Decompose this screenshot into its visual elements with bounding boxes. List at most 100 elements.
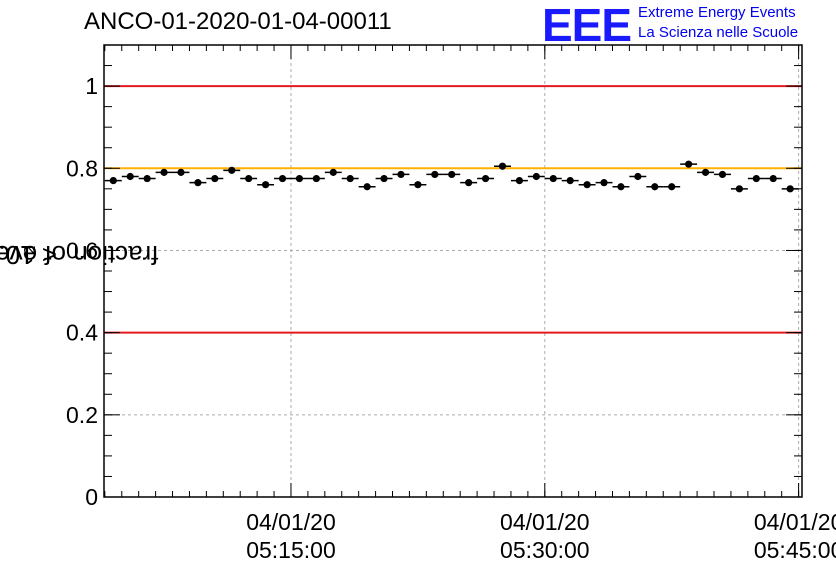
marker	[651, 183, 659, 191]
marker	[380, 174, 388, 183]
data-point	[104, 177, 122, 185]
data-point	[578, 181, 596, 189]
marker	[701, 168, 710, 176]
data-point	[358, 183, 376, 191]
marker	[752, 174, 760, 183]
data-point	[646, 183, 664, 191]
marker	[194, 179, 202, 187]
y-tick-label: 0.2	[66, 402, 98, 428]
data-point	[747, 174, 765, 183]
marker	[735, 185, 743, 193]
marker	[549, 174, 557, 183]
data-point	[409, 181, 427, 189]
data-point	[510, 177, 528, 185]
marker	[228, 166, 236, 174]
marker	[566, 177, 574, 185]
data-point	[274, 174, 291, 183]
marker	[481, 174, 490, 183]
data-point	[561, 177, 579, 185]
marker	[634, 172, 642, 181]
data-point	[290, 174, 308, 183]
y-tick-label: 1	[85, 73, 98, 99]
data-point	[494, 162, 511, 170]
marker	[397, 170, 405, 179]
chart-title: ANCO-01-2020-01-04-00011	[84, 8, 392, 35]
logo-line-1: Extreme Energy Events	[638, 4, 796, 21]
data-point	[138, 174, 156, 183]
marker	[769, 174, 777, 183]
marker	[211, 174, 219, 183]
marker	[431, 170, 439, 179]
marker	[160, 168, 168, 176]
data-point	[426, 170, 444, 179]
marker	[668, 183, 676, 191]
data-point	[714, 170, 731, 179]
marker	[617, 183, 625, 191]
marker	[414, 181, 422, 189]
data-point	[663, 183, 681, 191]
marker	[109, 177, 117, 185]
marker	[346, 174, 354, 183]
x-tick-label-date: 04/01/20	[754, 509, 836, 535]
y-tick-label: 0.6	[66, 237, 98, 263]
data-point	[680, 160, 698, 168]
data-point	[324, 168, 342, 176]
marker	[177, 168, 185, 176]
marker	[278, 174, 287, 183]
x-tick-label-time: 05:45:00	[754, 537, 836, 563]
data-point	[629, 172, 647, 181]
y-tick-label: 0.8	[66, 155, 98, 181]
marker	[600, 179, 608, 187]
marker	[295, 174, 304, 183]
marker	[329, 168, 337, 176]
marker	[126, 172, 134, 181]
marker	[245, 174, 253, 183]
marker	[465, 179, 473, 187]
data-point	[206, 174, 224, 183]
logo-line-2: La Scienza nelle Scuole	[638, 24, 799, 41]
data-point	[307, 174, 325, 183]
marker	[786, 185, 794, 193]
data-point	[443, 170, 461, 179]
data-point	[764, 174, 782, 183]
marker	[261, 181, 270, 189]
x-tick-label-time: 05:15:00	[246, 537, 336, 563]
data-point	[375, 174, 393, 183]
data-point	[730, 185, 748, 193]
marker	[448, 170, 456, 179]
marker	[363, 183, 371, 191]
marker	[498, 162, 507, 170]
data-point	[257, 181, 275, 189]
marker	[143, 174, 151, 183]
x-tick-label-date: 04/01/20	[500, 509, 590, 535]
data-point	[477, 174, 495, 183]
y-axis-label-suffix: < 10.0	[0, 239, 58, 270]
x-tick-label-time: 05:30:00	[500, 537, 590, 563]
marker	[532, 172, 540, 181]
data-point	[697, 168, 715, 176]
data-point	[595, 179, 613, 187]
data-point	[612, 183, 630, 191]
y-tick-label: 0.4	[66, 320, 98, 346]
data-point	[544, 174, 562, 183]
data-point	[392, 170, 410, 179]
data-point	[781, 185, 799, 193]
marker	[515, 177, 524, 185]
plot-frame	[103, 44, 803, 498]
marker	[312, 174, 320, 183]
data-point	[460, 179, 478, 187]
marker	[583, 181, 591, 189]
logo-letters: EEE	[542, 0, 632, 51]
data-point	[121, 172, 139, 181]
y-tick-label: 0	[85, 484, 98, 510]
data-point	[155, 168, 173, 176]
data-point	[240, 174, 258, 183]
data-point	[527, 172, 545, 181]
x-tick-label-date: 04/01/20	[246, 509, 336, 535]
marker	[685, 160, 693, 168]
data-point	[189, 179, 207, 187]
data-point	[223, 166, 241, 174]
data-point	[341, 174, 359, 183]
marker	[718, 170, 727, 179]
